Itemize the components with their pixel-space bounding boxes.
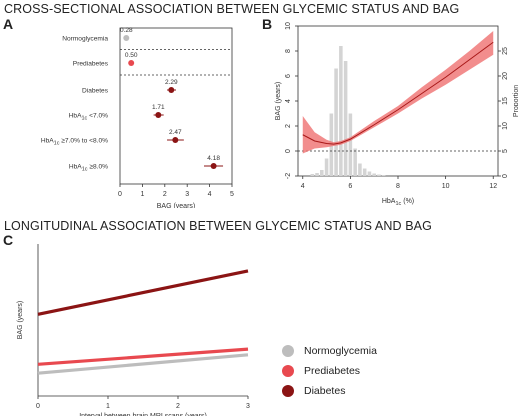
data-point [128, 60, 135, 66]
data-label: 4.18 [207, 155, 220, 162]
data-point [123, 35, 130, 41]
y2-tick-label: 0 [502, 174, 509, 178]
x-tick-label: 1 [140, 191, 144, 198]
data-point [172, 137, 179, 143]
x-tick-label: 6 [348, 183, 352, 190]
legend-item-normoglycemia: Normoglycemia [282, 341, 377, 361]
y-axis-label: BAG (years) [275, 82, 282, 121]
y2-tick-label: 10 [502, 122, 509, 130]
forest-plot-panel-a: 0 1 2 3 4 5 BAG (years) Normoglycemia 0.28 Predia… [41, 27, 234, 208]
category-label: Normoglycemia [62, 36, 108, 43]
y-tick-label: 0 [285, 149, 292, 153]
legend-label-diabetes: Diabetes [304, 385, 346, 397]
data-point [155, 112, 162, 118]
histogram-bar [367, 171, 372, 176]
panel-label-a: A [3, 16, 14, 32]
y-tick-label: 10 [285, 22, 292, 30]
fitted-curve [302, 41, 494, 145]
histogram-bar [377, 174, 381, 176]
y-tick-label: 6 [285, 74, 292, 78]
series-line [37, 347, 249, 366]
y-axis-label: BAG (years) [17, 301, 24, 340]
data-label: 2.47 [169, 129, 182, 136]
x-axis-label: BAG (years) [157, 203, 196, 208]
x-axis-label: Interval between brain MRI scans (years) [79, 413, 207, 416]
series-line [37, 353, 249, 375]
x-tick-label: 4 [208, 191, 212, 198]
y2-axis-label: Proportion [513, 85, 518, 117]
histogram-bar [381, 175, 386, 176]
histogram-bar [362, 168, 367, 176]
category-label: HbA1c <7.0% [69, 113, 108, 122]
data-label: 1.71 [152, 104, 165, 111]
data-point [168, 87, 175, 93]
confidence-band [302, 31, 494, 154]
line-chart-panel-b: -2 0 2 4 6 8 10 0 5 10 15 20 25 4 6 8 10 12 HbA1c (%) BAG (… [275, 22, 518, 207]
histogram-bar [310, 174, 315, 176]
x-tick-label: 0 [36, 403, 40, 410]
panel-label-c: C [3, 232, 14, 248]
section-title-cross-sectional: CROSS-SECTIONAL ASSOCIATION BETWEEN GLYC… [4, 2, 460, 16]
histogram-bar [315, 173, 319, 176]
histogram-bar [320, 170, 324, 176]
plot-frame [297, 25, 499, 177]
data-label: 0.28 [120, 27, 133, 34]
chart-legend: Normoglycemia Prediabetes Diabetes [282, 341, 377, 401]
legend-item-prediabetes: Prediabetes [282, 361, 377, 381]
x-axis-label: HbA1c (%) [382, 198, 414, 207]
category-label: Prediabetes [73, 61, 109, 68]
histogram-bar [353, 148, 357, 176]
x-tick-label: 8 [396, 183, 400, 190]
data-label: 2.29 [165, 79, 178, 86]
y2-tick-label: 5 [502, 149, 509, 153]
legend-swatch-prediabetes [282, 365, 294, 377]
panel-label-b: B [262, 16, 273, 32]
plot-frame [119, 27, 233, 185]
histogram-bar [358, 163, 362, 176]
histogram-bar [343, 61, 348, 176]
x-tick-label: 3 [246, 403, 250, 410]
series-line [37, 269, 249, 316]
y-tick-label: 8 [285, 49, 292, 53]
category-label: HbA1c ≥8.0% [69, 164, 108, 173]
x-tick-label: 4 [301, 183, 305, 190]
histogram-bar [324, 158, 329, 176]
x-tick-label: 1 [106, 403, 110, 410]
data-label: 0.50 [125, 52, 138, 59]
section-title-longitudinal: LONGITUDINAL ASSOCIATION BETWEEN GLYCEMI… [4, 219, 432, 233]
histogram-bar [334, 68, 338, 176]
x-tick-label: 0 [118, 191, 122, 198]
y-tick-label: -2 [285, 173, 292, 179]
histogram-bar [348, 113, 353, 176]
x-tick-label: 10 [442, 183, 450, 190]
x-tick-label: 3 [185, 191, 189, 198]
y2-tick-label: 15 [502, 97, 509, 105]
x-tick-label: 2 [163, 191, 167, 198]
y-tick-label: 2 [285, 124, 292, 128]
y-tick-label: 4 [285, 99, 292, 103]
x-tick-label: 12 [489, 183, 497, 190]
y2-tick-label: 20 [502, 72, 509, 80]
category-label: HbA1c ≥7.0% to <8.0% [41, 138, 108, 147]
data-point [210, 163, 217, 169]
legend-swatch-diabetes [282, 385, 294, 397]
x-tick-label: 2 [176, 403, 180, 410]
legend-item-diabetes: Diabetes [282, 381, 377, 401]
line-chart-panel-c: 0 1 2 3 Interval between brain MRI scans (ye… [17, 244, 250, 416]
legend-swatch-normoglycemia [282, 345, 294, 357]
category-label: Diabetes [82, 88, 109, 95]
legend-label-normoglycemia: Normoglycemia [304, 345, 377, 357]
y2-tick-label: 25 [502, 47, 509, 55]
histogram-bar [339, 46, 343, 176]
histogram-bar [372, 173, 376, 176]
legend-label-prediabetes: Prediabetes [304, 365, 361, 377]
x-tick-label: 5 [230, 191, 234, 198]
